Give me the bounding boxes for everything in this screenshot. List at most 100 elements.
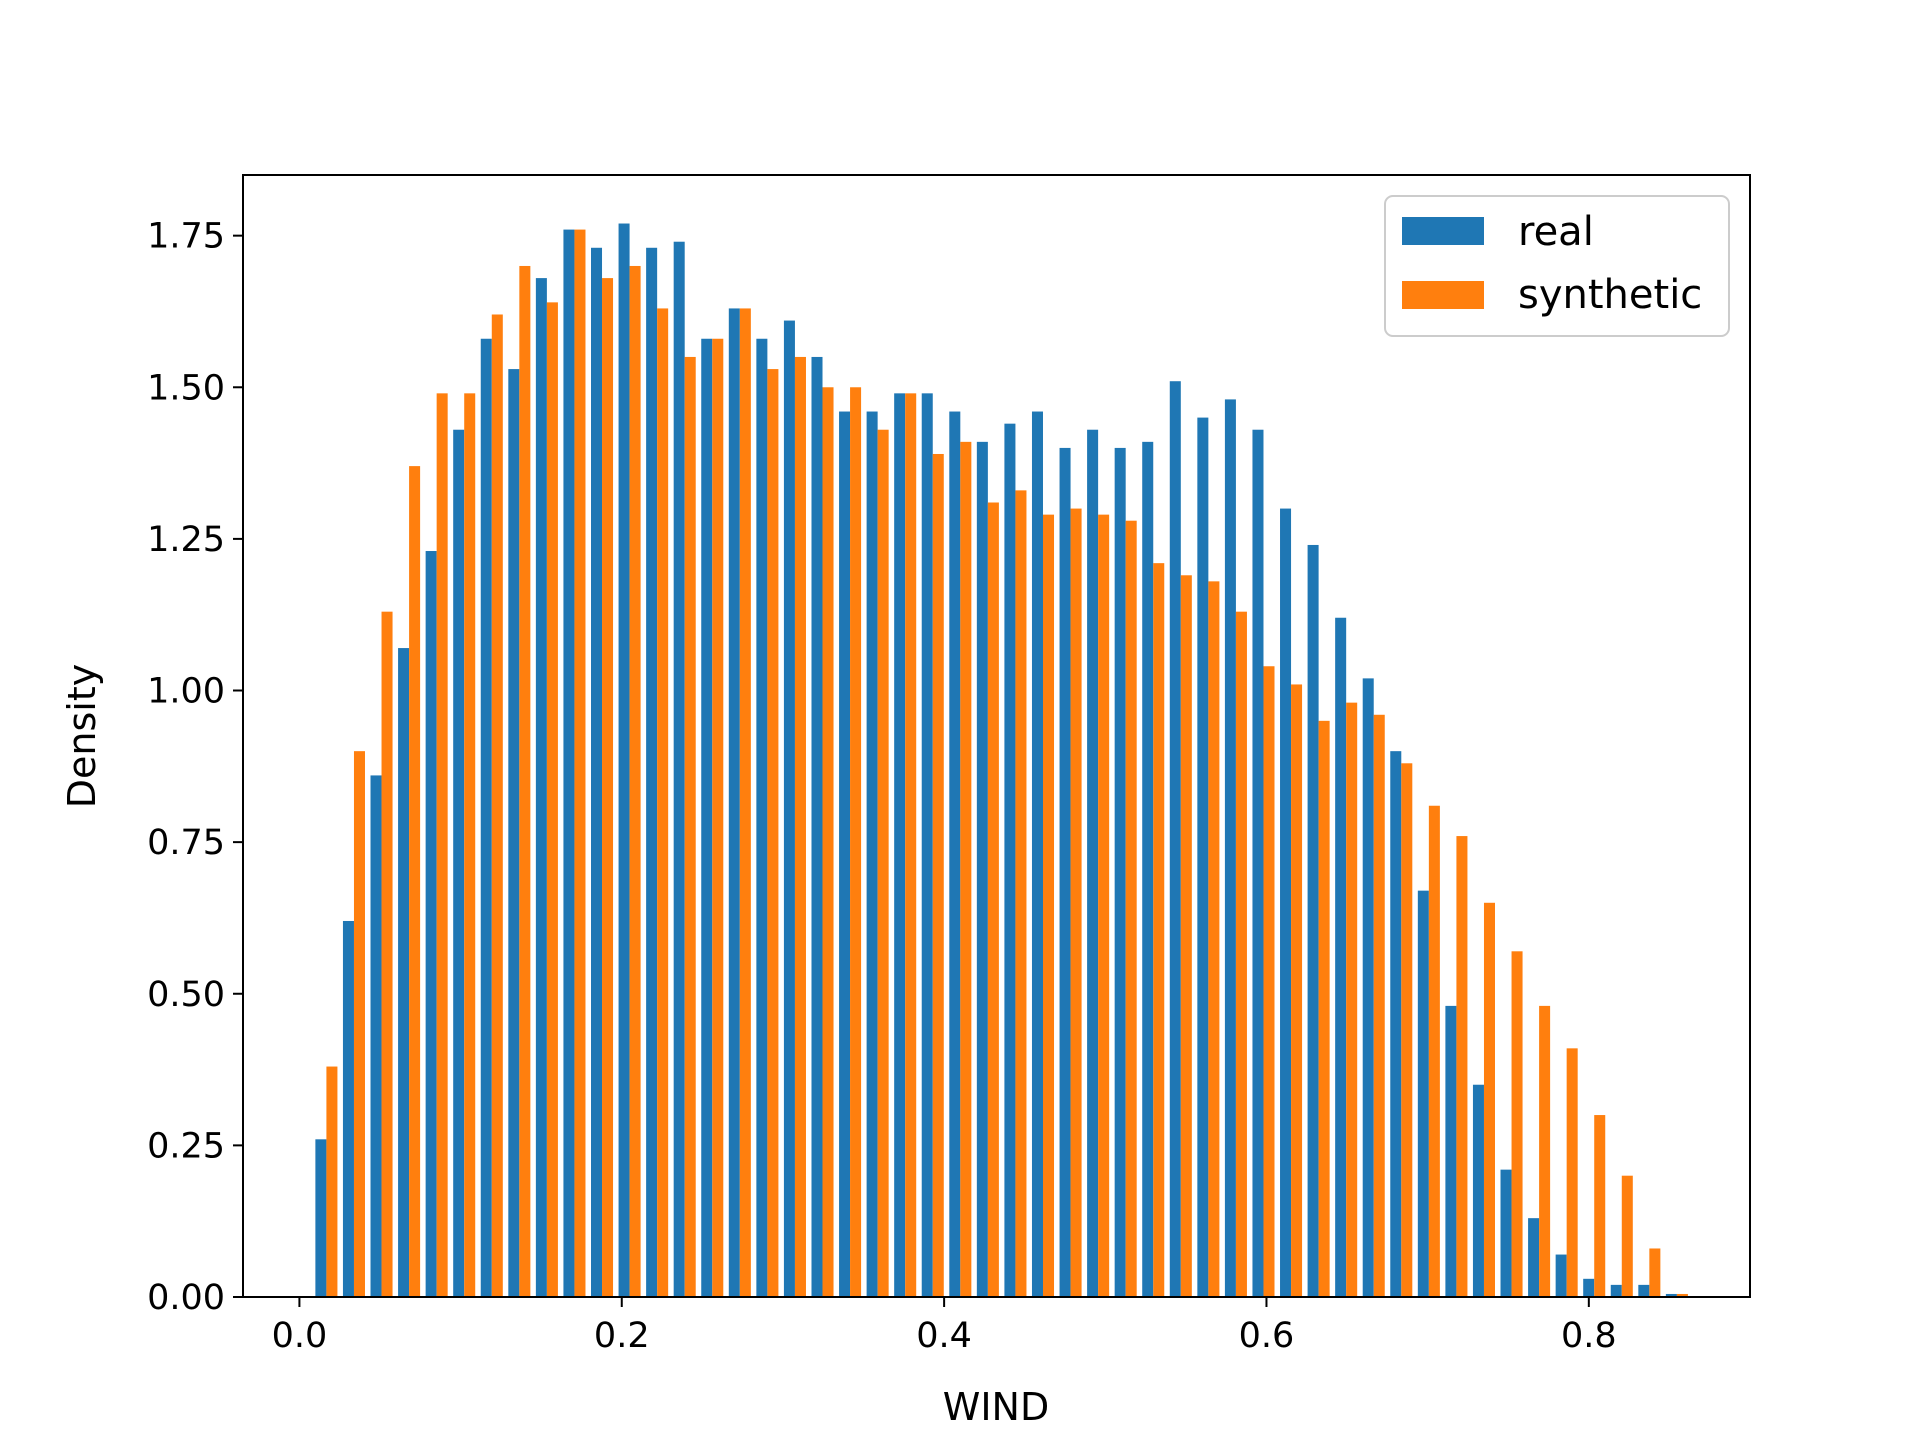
bar-real-6 — [480, 338, 492, 1297]
bar-real-40 — [1417, 890, 1429, 1297]
bar-synthetic-41 — [1456, 836, 1468, 1297]
bar-synthetic-38 — [1373, 714, 1385, 1297]
bar-synthetic-26 — [1043, 514, 1055, 1297]
x-tick-label: 0.0 — [272, 1316, 328, 1356]
bar-real-27 — [1059, 447, 1071, 1297]
bar-synthetic-9 — [574, 229, 586, 1298]
bar-synthetic-20 — [877, 429, 889, 1298]
bar-real-24 — [976, 441, 988, 1298]
bar-synthetic-1 — [353, 751, 365, 1297]
bar-real-32 — [1197, 417, 1209, 1298]
bar-synthetic-28 — [1098, 514, 1110, 1297]
bar-real-2 — [370, 775, 382, 1297]
bar-real-45 — [1555, 1254, 1567, 1297]
bar-synthetic-32 — [1208, 581, 1220, 1297]
bar-synthetic-33 — [1235, 611, 1247, 1297]
x-axis-label: WIND — [943, 1385, 1049, 1429]
bar-real-21 — [894, 393, 906, 1298]
x-axis-ticks: 0.0 0.2 0.4 0.6 0.8 — [272, 1297, 1617, 1356]
x-tick-label: 0.6 — [1239, 1316, 1295, 1356]
bar-real-20 — [866, 411, 878, 1297]
bar-real-13 — [673, 241, 685, 1298]
bar-synthetic-13 — [684, 356, 696, 1297]
bar-synthetic-44 — [1539, 1005, 1551, 1297]
bar-real-3 — [398, 648, 410, 1297]
bar-real-49 — [1665, 1293, 1677, 1297]
bar-synthetic-4 — [436, 393, 448, 1298]
bar-real-47 — [1610, 1284, 1622, 1297]
bar-synthetic-12 — [657, 308, 669, 1297]
bars-layer — [315, 223, 1688, 1298]
y-tick-label: 1.50 — [147, 368, 225, 408]
bar-real-23 — [949, 411, 961, 1297]
bar-synthetic-15 — [739, 308, 751, 1297]
bar-synthetic-48 — [1649, 1248, 1661, 1297]
bar-real-0 — [315, 1139, 327, 1297]
bar-real-30 — [1142, 441, 1154, 1298]
bar-real-10 — [591, 247, 603, 1297]
bar-synthetic-46 — [1594, 1115, 1606, 1297]
bar-synthetic-2 — [381, 611, 393, 1297]
bar-real-42 — [1472, 1084, 1484, 1297]
bar-synthetic-39 — [1401, 763, 1413, 1297]
x-tick-label: 0.4 — [916, 1316, 972, 1356]
y-tick-label: 0.50 — [147, 975, 225, 1015]
bar-synthetic-3 — [409, 466, 421, 1297]
legend: real synthetic — [1384, 195, 1730, 337]
bar-real-8 — [535, 278, 547, 1298]
bar-synthetic-25 — [1015, 490, 1027, 1297]
bar-real-16 — [756, 338, 768, 1297]
x-tick-label: 0.2 — [594, 1316, 650, 1356]
bar-synthetic-5 — [464, 393, 476, 1298]
bar-real-19 — [839, 411, 851, 1297]
bar-synthetic-8 — [546, 302, 558, 1297]
bar-real-9 — [563, 229, 575, 1298]
x-tick-label: 0.8 — [1561, 1316, 1617, 1356]
bar-real-5 — [453, 429, 465, 1298]
bar-synthetic-29 — [1125, 520, 1137, 1297]
bar-real-17 — [783, 320, 795, 1297]
bar-real-44 — [1528, 1218, 1540, 1297]
bar-real-4 — [425, 551, 437, 1297]
bar-synthetic-10 — [602, 278, 614, 1298]
y-tick-label: 1.75 — [147, 217, 225, 257]
bar-real-39 — [1390, 751, 1402, 1297]
bar-synthetic-36 — [1318, 720, 1330, 1297]
bar-synthetic-11 — [629, 265, 641, 1298]
bar-real-22 — [921, 393, 933, 1298]
bar-real-11 — [618, 223, 630, 1297]
bar-synthetic-7 — [519, 265, 531, 1298]
bar-synthetic-14 — [712, 338, 724, 1297]
y-axis-label: Density — [60, 664, 104, 808]
y-tick-label: 0.75 — [147, 823, 225, 863]
bar-real-41 — [1445, 1005, 1457, 1297]
bar-synthetic-34 — [1263, 666, 1275, 1297]
legend-swatch-synthetic — [1402, 281, 1484, 309]
bar-real-36 — [1307, 544, 1319, 1297]
bar-synthetic-27 — [1070, 508, 1082, 1297]
bar-synthetic-22 — [932, 453, 944, 1298]
bar-synthetic-42 — [1483, 902, 1495, 1297]
legend-label-real: real — [1518, 209, 1594, 255]
y-tick-label: 1.00 — [147, 672, 225, 712]
bar-real-12 — [646, 247, 658, 1297]
bar-synthetic-19 — [850, 387, 862, 1297]
y-tick-label: 0.25 — [147, 1126, 225, 1166]
bar-synthetic-0 — [326, 1066, 338, 1297]
bar-synthetic-21 — [905, 393, 917, 1298]
bar-real-1 — [342, 920, 354, 1297]
bar-synthetic-6 — [491, 314, 503, 1297]
bar-synthetic-18 — [822, 387, 834, 1297]
legend-swatch-real — [1402, 217, 1484, 245]
bar-real-29 — [1114, 447, 1126, 1297]
bar-real-35 — [1280, 508, 1292, 1297]
bar-synthetic-37 — [1346, 702, 1358, 1297]
bar-real-26 — [1031, 411, 1043, 1297]
bar-real-25 — [1004, 423, 1016, 1297]
bar-synthetic-45 — [1566, 1048, 1578, 1297]
bar-synthetic-31 — [1180, 575, 1192, 1297]
bar-real-46 — [1583, 1278, 1595, 1297]
y-tick-label: 0.00 — [147, 1278, 225, 1318]
bar-real-33 — [1224, 399, 1236, 1297]
bar-real-43 — [1500, 1169, 1512, 1297]
